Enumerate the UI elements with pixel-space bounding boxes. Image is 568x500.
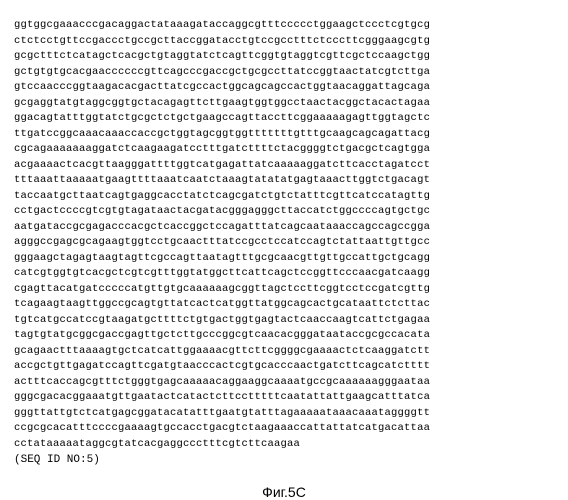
dna-sequence-block: ggtggcgaaacccgacaggactataaagataccaggcgtt…	[14, 18, 554, 452]
figure-caption: Фиг.5C	[14, 484, 554, 500]
seq-id-label: (SEQ ID NO:5)	[14, 454, 554, 466]
